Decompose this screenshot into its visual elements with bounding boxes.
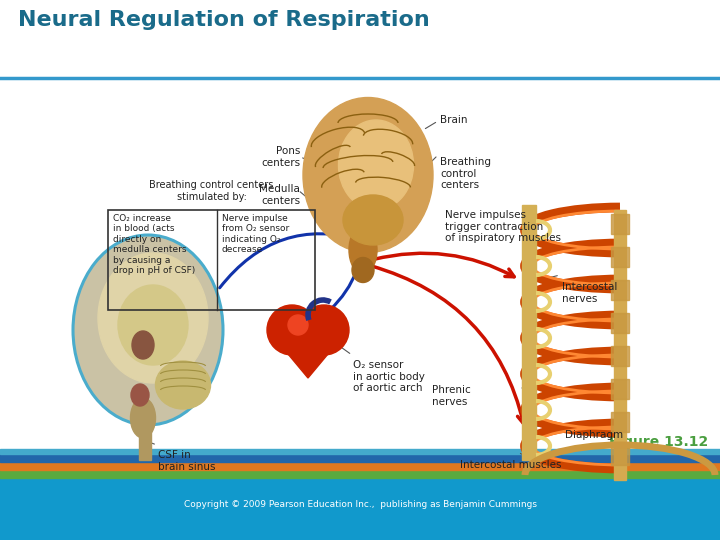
Text: Pons
centers: Pons centers [261,146,300,168]
Bar [0,462,720,470]
Ellipse shape [352,258,374,282]
Ellipse shape [132,331,154,359]
Bar [614,210,626,480]
Bar [0,78,720,469]
Ellipse shape [118,285,188,365]
Bar [611,313,629,333]
Bar [611,280,629,300]
Bar [0,454,720,462]
Bar [522,205,536,460]
Bar [0,469,720,540]
Ellipse shape [343,195,403,245]
Text: Figure 13.12: Figure 13.12 [608,435,708,449]
Text: Diaphragm: Diaphragm [565,430,623,440]
Bar [611,379,629,399]
Ellipse shape [98,253,208,383]
Ellipse shape [73,235,223,425]
Ellipse shape [131,384,149,406]
Text: CO₂ increase
in blood (acts
directly on
medulla centers
by causing a
drop in pH : CO₂ increase in blood (acts directly on … [113,214,195,275]
Bar [0,449,720,454]
Text: Neural Regulation of Respiration: Neural Regulation of Respiration [18,10,430,30]
Ellipse shape [349,226,377,274]
Text: Nerve impulses
trigger contraction
of inspiratory muscles: Nerve impulses trigger contraction of in… [445,210,561,243]
Circle shape [299,305,349,355]
Bar [611,214,629,234]
Text: Nerve impulse
from O₂ sensor
indicating O₂
decrease: Nerve impulse from O₂ sensor indicating … [222,214,289,254]
Text: Phrenic
nerves: Phrenic nerves [432,385,471,407]
Text: Intercostal muscles: Intercostal muscles [460,460,562,470]
Ellipse shape [130,398,156,438]
Text: Breathing control centers
stimulated by:: Breathing control centers stimulated by: [149,180,274,202]
Ellipse shape [156,361,210,409]
Bar [0,0,720,78]
Text: CSF in
brain sinus: CSF in brain sinus [158,450,215,471]
Bar [611,445,629,465]
Ellipse shape [303,98,433,253]
Bar [139,405,151,460]
Bar [108,210,315,310]
Text: Medulla
centers: Medulla centers [259,184,300,206]
Circle shape [288,315,308,335]
Bar [611,247,629,267]
Text: Breathing
control
centers: Breathing control centers [440,157,491,190]
Ellipse shape [338,120,413,210]
Circle shape [267,305,317,355]
Bar [611,412,629,432]
Text: O₂ sensor
in aortic body
of aortic arch: O₂ sensor in aortic body of aortic arch [353,360,425,393]
Text: Copyright © 2009 Pearson Education Inc.,  publishing as Benjamin Cummings: Copyright © 2009 Pearson Education Inc.,… [184,501,536,509]
Bar [0,470,720,478]
Bar [611,346,629,366]
Polygon shape [268,330,348,378]
Text: Intercostal
nerves: Intercostal nerves [562,282,617,303]
Text: Brain: Brain [440,115,467,125]
